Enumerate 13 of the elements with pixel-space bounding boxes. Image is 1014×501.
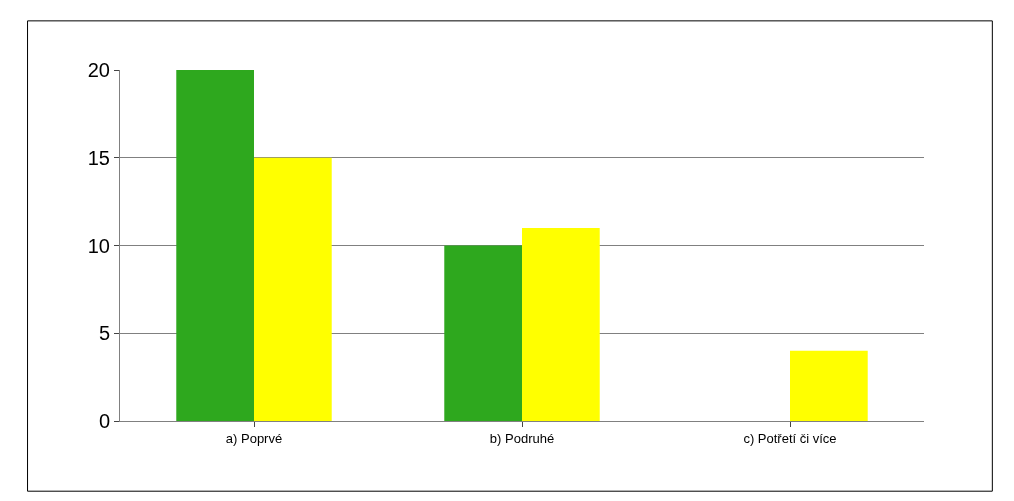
bar bbox=[176, 70, 254, 421]
bar bbox=[522, 227, 600, 421]
y-tick-label: 0 bbox=[98, 410, 110, 432]
y-tick-label: 15 bbox=[87, 146, 110, 169]
bar bbox=[790, 350, 868, 421]
y-tick-label: 10 bbox=[87, 234, 110, 257]
bar bbox=[444, 245, 522, 421]
x-tick-label: c) Potřetí či více bbox=[743, 430, 837, 446]
bar bbox=[254, 157, 332, 421]
y-tick-label: 20 bbox=[87, 59, 110, 81]
y-tick-label: 5 bbox=[98, 322, 110, 345]
x-tick-label: a) Poprvé bbox=[225, 430, 283, 446]
x-tick-label: b) Podruhé bbox=[489, 430, 555, 446]
